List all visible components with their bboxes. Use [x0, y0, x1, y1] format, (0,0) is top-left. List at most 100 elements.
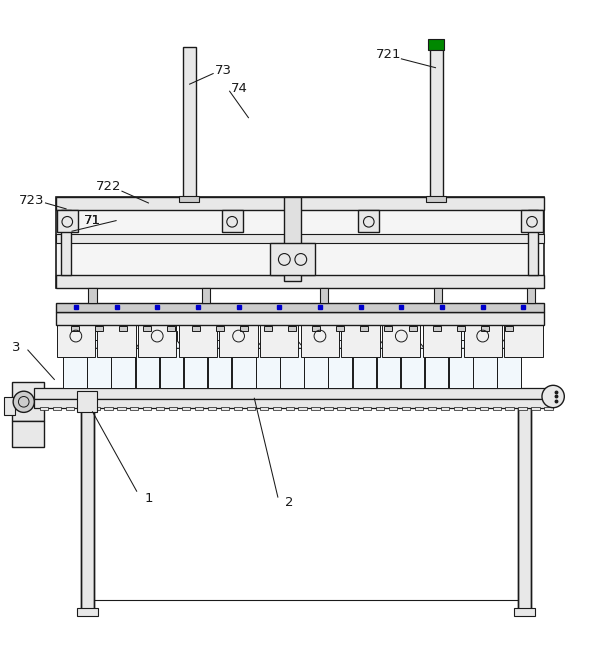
Bar [56, 234, 544, 243]
Bar [492, 407, 501, 410]
Polygon shape [63, 340, 87, 348]
Bar [430, 47, 443, 200]
Polygon shape [111, 340, 135, 348]
Bar [219, 325, 258, 357]
Bar [408, 326, 417, 330]
Bar [53, 407, 61, 410]
Bar [423, 325, 461, 357]
Bar [92, 407, 100, 410]
Bar [480, 407, 488, 410]
Polygon shape [353, 340, 376, 348]
Bar [233, 407, 242, 410]
Bar [216, 326, 223, 330]
Bar [284, 197, 301, 281]
Bar [504, 330, 514, 340]
Bar [441, 407, 449, 410]
Bar [56, 197, 544, 288]
Bar [353, 348, 376, 389]
Bar [531, 407, 540, 410]
Bar [71, 326, 79, 330]
Bar [138, 325, 176, 357]
Bar [505, 326, 513, 330]
Bar [402, 407, 410, 410]
Bar [463, 325, 502, 357]
Bar [221, 407, 229, 410]
Text: 723: 723 [20, 194, 45, 207]
Bar [178, 325, 217, 357]
Bar [70, 330, 80, 340]
Bar [329, 348, 352, 389]
Bar [142, 330, 152, 340]
Bar [246, 407, 255, 410]
Bar [505, 407, 514, 410]
Bar [4, 397, 15, 415]
Polygon shape [87, 340, 111, 348]
Bar [382, 325, 421, 357]
Bar [166, 330, 177, 340]
Bar [449, 348, 473, 389]
Bar [270, 243, 315, 276]
Bar [160, 348, 183, 389]
Bar [467, 407, 475, 410]
Polygon shape [160, 340, 183, 348]
Bar [105, 407, 112, 410]
Bar [434, 288, 442, 303]
Bar [63, 348, 87, 389]
Polygon shape [135, 340, 159, 348]
Bar [34, 399, 553, 407]
Bar [61, 210, 71, 276]
Bar [183, 47, 196, 200]
Bar [169, 407, 177, 410]
Bar [56, 311, 544, 325]
Polygon shape [280, 340, 304, 348]
Text: 721: 721 [376, 48, 401, 61]
Bar [376, 407, 384, 410]
Bar [527, 288, 535, 303]
Bar [240, 326, 248, 330]
Polygon shape [376, 340, 400, 348]
Bar [95, 326, 103, 330]
Bar [480, 330, 490, 340]
Bar [304, 348, 328, 389]
Bar [34, 389, 553, 399]
Polygon shape [473, 340, 496, 348]
Bar [285, 407, 294, 410]
Bar [301, 325, 339, 357]
Polygon shape [401, 340, 424, 348]
Bar [401, 348, 424, 389]
Bar [56, 276, 544, 288]
Bar [40, 407, 48, 410]
Text: 73: 73 [215, 64, 232, 77]
Bar [239, 330, 249, 340]
Bar [232, 348, 255, 389]
Bar [89, 288, 97, 303]
Bar [81, 399, 94, 614]
Bar [156, 407, 164, 410]
Bar [190, 330, 201, 340]
Bar [528, 210, 538, 276]
Bar [298, 407, 307, 410]
Polygon shape [449, 340, 473, 348]
Bar [428, 407, 436, 410]
Bar [311, 407, 320, 410]
Bar [376, 348, 400, 389]
Bar [135, 348, 159, 389]
Bar [311, 330, 322, 340]
Bar [56, 303, 544, 311]
Bar [57, 210, 78, 232]
Bar [384, 326, 392, 330]
Text: 722: 722 [96, 180, 121, 193]
Circle shape [542, 385, 564, 407]
Bar [182, 407, 190, 410]
Bar [118, 330, 128, 340]
Text: 71: 71 [84, 214, 101, 227]
Polygon shape [329, 340, 352, 348]
Bar [57, 325, 95, 357]
Bar [428, 39, 444, 50]
Bar [342, 325, 380, 357]
Polygon shape [256, 340, 280, 348]
Bar [544, 407, 553, 410]
Bar [191, 326, 200, 330]
Bar [272, 407, 281, 410]
Polygon shape [425, 340, 449, 348]
